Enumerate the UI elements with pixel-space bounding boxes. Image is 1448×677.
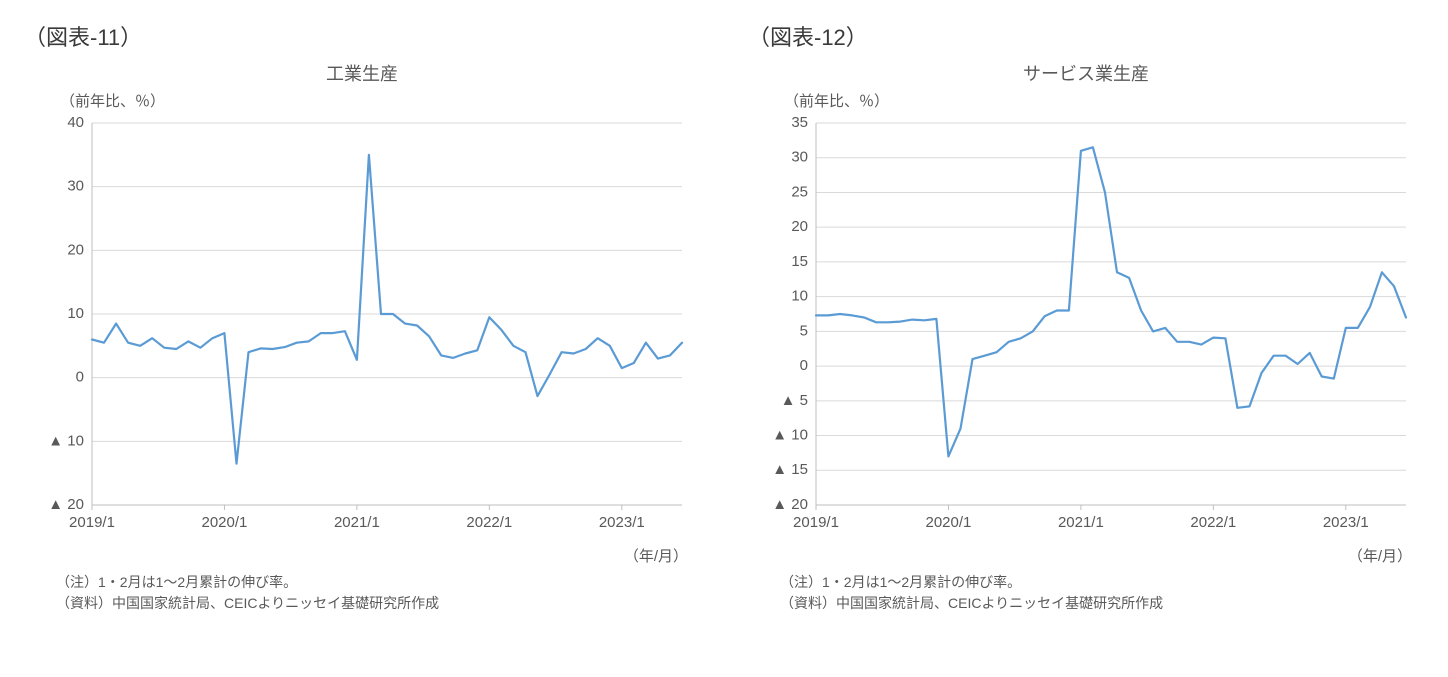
chart-panel-11: （図表-11） 工業生産 （前年比、％） ▲ 20 ▲ 10 0 10 20 30 40 20… xyxy=(20,20,704,614)
figure-label: （図表-11） xyxy=(20,20,704,52)
line-chart: ▲ 20 ▲ 15 ▲ 10 ▲ 5 0 5 10 15 20 25 30 35 2019/1 2020/… xyxy=(744,113,1428,543)
svg-text:20: 20 xyxy=(791,218,808,235)
svg-text:2019/1: 2019/1 xyxy=(69,514,115,531)
svg-text:25: 25 xyxy=(791,183,808,200)
x-axis-label: （年/月） xyxy=(744,545,1428,566)
svg-text:▲ 20: ▲ 20 xyxy=(48,496,84,513)
svg-text:▲ 5: ▲ 5 xyxy=(781,392,808,409)
svg-text:5: 5 xyxy=(800,322,808,339)
svg-text:2021/1: 2021/1 xyxy=(1058,514,1104,531)
svg-text:2022/1: 2022/1 xyxy=(1190,514,1236,531)
svg-text:30: 30 xyxy=(67,178,84,195)
x-axis-label: （年/月） xyxy=(20,545,704,566)
svg-text:2019/1: 2019/1 xyxy=(793,514,839,531)
y-axis-label: （前年比、％） xyxy=(20,90,704,111)
chart-wrap: ▲ 20 ▲ 15 ▲ 10 ▲ 5 0 5 10 15 20 25 30 35 2019/1 2020/… xyxy=(744,113,1428,543)
svg-text:10: 10 xyxy=(791,288,808,305)
note-line: （注）1・2月は1～2月累計の伸び率。 xyxy=(780,572,1428,593)
svg-text:30: 30 xyxy=(791,149,808,166)
note-line: （注）1・2月は1～2月累計の伸び率。 xyxy=(56,572,704,593)
figure-label: （図表-12） xyxy=(744,20,1428,52)
svg-text:2020/1: 2020/1 xyxy=(202,514,248,531)
svg-text:2022/1: 2022/1 xyxy=(466,514,512,531)
svg-text:0: 0 xyxy=(76,369,84,386)
svg-text:▲ 15: ▲ 15 xyxy=(772,461,808,478)
svg-text:2021/1: 2021/1 xyxy=(334,514,380,531)
note-line: （資料）中国国家統計局、CEICよりニッセイ基礎研究所作成 xyxy=(56,593,704,614)
svg-text:35: 35 xyxy=(791,114,808,131)
y-axis-label: （前年比、％） xyxy=(744,90,1428,111)
svg-text:10: 10 xyxy=(67,305,84,322)
svg-text:2023/1: 2023/1 xyxy=(599,514,645,531)
svg-text:▲ 10: ▲ 10 xyxy=(772,427,808,444)
svg-text:2023/1: 2023/1 xyxy=(1323,514,1369,531)
chart-notes: （注）1・2月は1～2月累計の伸び率。 （資料）中国国家統計局、CEICよりニッ… xyxy=(744,572,1428,614)
note-line: （資料）中国国家統計局、CEICよりニッセイ基礎研究所作成 xyxy=(780,593,1428,614)
svg-text:▲ 20: ▲ 20 xyxy=(772,496,808,513)
chart-notes: （注）1・2月は1～2月累計の伸び率。 （資料）中国国家統計局、CEICよりニッ… xyxy=(20,572,704,614)
svg-text:0: 0 xyxy=(800,357,808,374)
line-chart: ▲ 20 ▲ 10 0 10 20 30 40 2019/1 2020/1 2021/1 2022/… xyxy=(20,113,704,543)
svg-text:2020/1: 2020/1 xyxy=(926,514,972,531)
chart-panel-12: （図表-12） サービス業生産 （前年比、％） ▲ 20 ▲ 15 ▲ 10 ▲ 5 0… xyxy=(744,20,1428,614)
svg-text:15: 15 xyxy=(791,253,808,270)
chart-wrap: ▲ 20 ▲ 10 0 10 20 30 40 2019/1 2020/1 2021/1 2022/… xyxy=(20,113,704,543)
svg-text:20: 20 xyxy=(67,241,84,258)
chart-title: サービス業生産 xyxy=(744,60,1428,86)
charts-container: （図表-11） 工業生産 （前年比、％） ▲ 20 ▲ 10 0 10 20 30 40 20… xyxy=(20,20,1428,614)
svg-text:▲ 10: ▲ 10 xyxy=(48,432,84,449)
svg-text:40: 40 xyxy=(67,114,84,131)
chart-title: 工業生産 xyxy=(20,60,704,86)
